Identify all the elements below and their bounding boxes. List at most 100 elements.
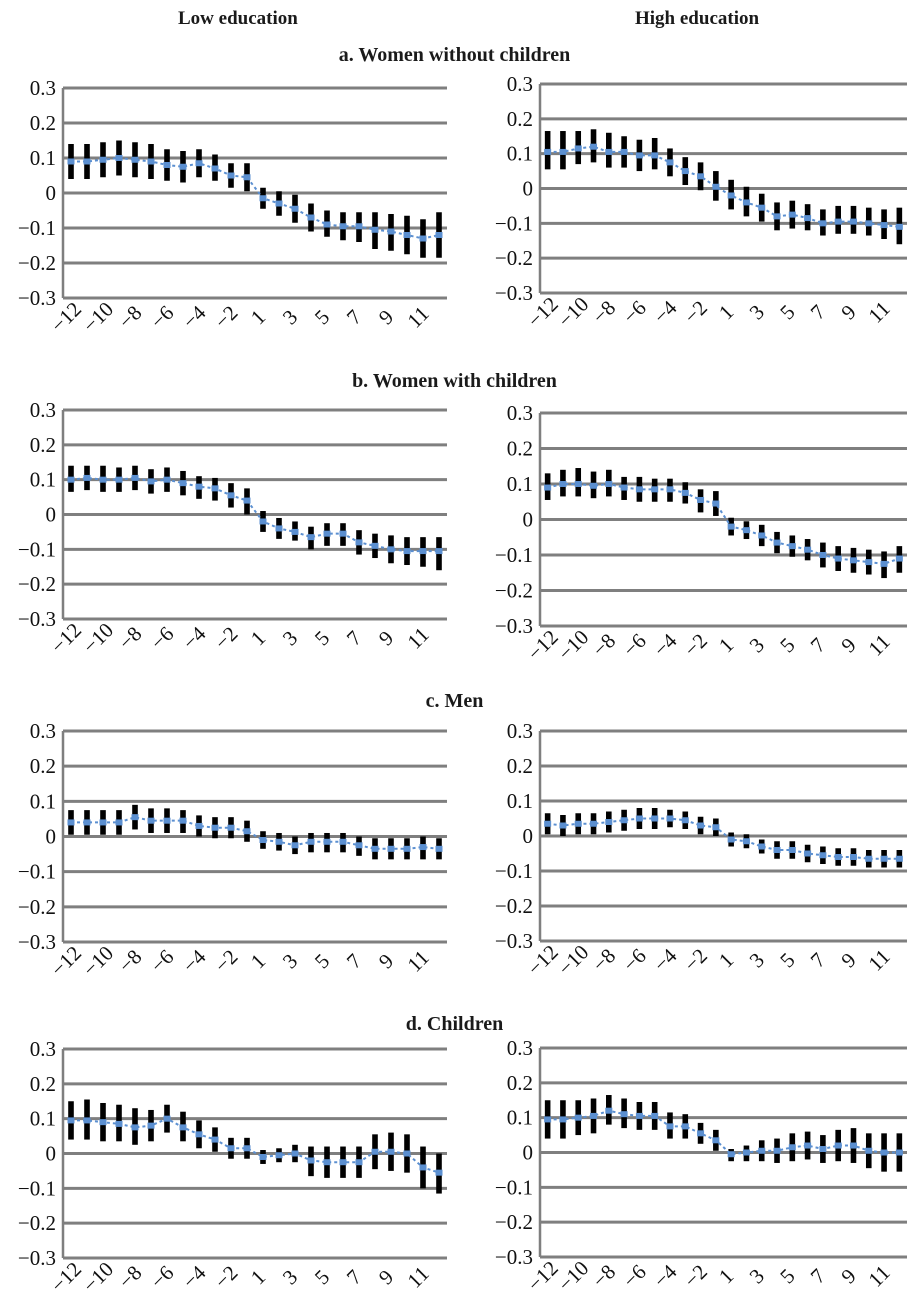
x-tick-label: −4 (178, 1260, 211, 1293)
point-estimate (403, 1150, 411, 1157)
point-estimate (544, 148, 552, 155)
point-estimate (758, 532, 766, 539)
point-estimate (681, 489, 689, 496)
point-estimate (635, 1112, 643, 1119)
y-tick-label: 0.1 (507, 1106, 533, 1130)
point-estimate (355, 223, 363, 230)
y-tick-label: −0.1 (18, 216, 56, 240)
point-estimate (83, 474, 91, 481)
point-estimate (712, 500, 720, 507)
point-estimate (666, 486, 674, 493)
x-tick-label: 9 (374, 949, 398, 973)
point-estimate (211, 824, 219, 831)
point-estimate (419, 1164, 427, 1171)
x-tick-label: −2 (679, 296, 712, 329)
x-tick-label: −4 (178, 621, 211, 654)
x-tick-label: −6 (146, 622, 179, 655)
y-tick-label: −0.1 (495, 1175, 533, 1199)
point-estimate (67, 819, 75, 826)
point-estimate (605, 481, 613, 487)
x-tick-label: 9 (836, 300, 860, 324)
x-tick-label: 11 (863, 1260, 894, 1291)
point-estimate (712, 183, 720, 190)
point-estimate (819, 220, 827, 227)
y-tick-label: −0.1 (18, 1176, 56, 1200)
y-tick-label: 0.1 (30, 146, 56, 170)
x-tick-label: −2 (679, 1260, 712, 1293)
point-estimate (131, 156, 139, 163)
x-tick-label: 1 (246, 305, 270, 329)
point-estimate (651, 815, 659, 822)
point-estimate (788, 1144, 796, 1151)
point-estimate (651, 1112, 659, 1119)
point-estimate (307, 838, 315, 845)
chart-4: −0.3−0.2−0.100.10.20.3−12−10−8 −6 −4 −2 1 3 5 7… (18, 719, 447, 981)
point-estimate (620, 148, 628, 155)
point-estimate (788, 847, 796, 853)
point-estimate (307, 534, 315, 541)
x-tick-label: −4 (649, 943, 682, 976)
x-tick-label: 1 (714, 633, 738, 657)
point-estimate (259, 837, 267, 844)
point-estimate (620, 484, 628, 491)
point-estimate (712, 1137, 720, 1144)
point-estimate (403, 845, 411, 852)
y-tick-label: 0.2 (30, 754, 56, 778)
point-estimate (435, 232, 443, 238)
point-estimate (605, 1107, 613, 1114)
point-estimate (742, 838, 750, 845)
y-tick-label: 0.3 (507, 719, 533, 743)
point-estimate (211, 485, 219, 492)
y-tick-label: 0.3 (30, 398, 56, 422)
x-tick-label: 5 (310, 949, 334, 973)
x-tick-label: −6 (146, 945, 179, 978)
point-estimate (339, 1159, 347, 1166)
x-tick-label: 7 (342, 1265, 366, 1289)
point-estimate (865, 559, 873, 566)
point-estimate (147, 478, 155, 485)
point-estimate (895, 855, 903, 862)
point-estimate (195, 483, 203, 490)
x-tick-label: −4 (178, 300, 211, 333)
y-tick-label: 0.3 (507, 401, 533, 425)
point-estimate (681, 1123, 689, 1130)
point-estimate (559, 148, 567, 155)
point-estimate (620, 817, 628, 824)
y-tick-label: 0 (523, 1141, 534, 1165)
point-estimate (773, 213, 781, 220)
point-estimate (651, 486, 659, 493)
point-estimate (574, 481, 582, 487)
point-estimate (895, 1149, 903, 1156)
point-estimate (804, 850, 812, 857)
point-estimate (880, 855, 888, 862)
point-estimate (758, 204, 766, 211)
y-tick-label: 0 (523, 824, 534, 848)
x-tick-label: 3 (278, 1265, 302, 1289)
x-tick-label: −6 (618, 629, 651, 662)
point-estimate (880, 1149, 888, 1156)
point-estimate (544, 820, 552, 827)
point-estimate (355, 842, 363, 849)
x-tick-label: −8 (114, 301, 147, 334)
point-estimate (559, 1116, 567, 1123)
point-estimate (804, 546, 812, 553)
y-tick-label: −0.1 (18, 860, 56, 884)
point-estimate (115, 476, 123, 483)
x-tick-label: −8 (114, 622, 147, 655)
x-tick-label: 9 (836, 1264, 860, 1288)
point-estimate (666, 1123, 674, 1130)
point-estimate (243, 497, 251, 504)
y-tick-label: −0.2 (495, 894, 533, 918)
x-tick-label: 9 (374, 1265, 398, 1289)
point-estimate (727, 836, 735, 843)
y-tick-label: 0.1 (507, 472, 533, 496)
point-estimate (635, 815, 643, 822)
point-estimate (83, 158, 91, 165)
point-estimate (99, 156, 107, 163)
chart-0: −0.3−0.2−0.100.10.20.3−12−10−8 −6 −4 −2 1 3 5 7… (18, 76, 447, 337)
point-estimate (681, 168, 689, 175)
x-tick-label: −10 (78, 941, 118, 981)
point-estimate (307, 214, 315, 221)
y-tick-label: −0.1 (495, 859, 533, 883)
